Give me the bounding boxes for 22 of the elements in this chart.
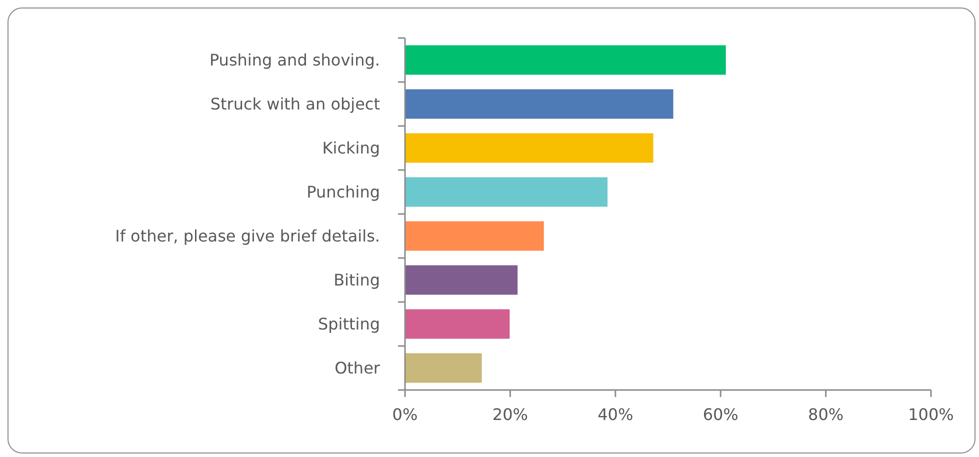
x-tick-label: 80% [808, 405, 844, 424]
y-tick-label: Other [334, 358, 380, 378]
x-tick-label: 20% [492, 405, 528, 424]
x-tick-label: 40% [598, 405, 634, 424]
bar [405, 177, 608, 207]
y-tick-label: Biting [334, 270, 380, 290]
y-tick-label: Punching [306, 182, 380, 202]
bar [405, 221, 544, 251]
x-tick-label: 60% [702, 405, 738, 424]
y-tick-label: Kicking [322, 138, 380, 158]
x-tick-label: 0% [392, 405, 418, 424]
y-tick-label: Pushing and shoving. [209, 50, 380, 70]
bar [405, 265, 518, 295]
y-tick-label: Struck with an object [210, 94, 380, 114]
bar [405, 45, 726, 75]
bar [405, 89, 674, 119]
bar [405, 133, 654, 163]
bar [405, 309, 510, 339]
y-tick-label: Spitting [318, 314, 380, 334]
x-tick-label: 100% [908, 405, 954, 424]
y-tick-label: If other, please give brief details. [115, 226, 380, 246]
bar [405, 353, 482, 383]
